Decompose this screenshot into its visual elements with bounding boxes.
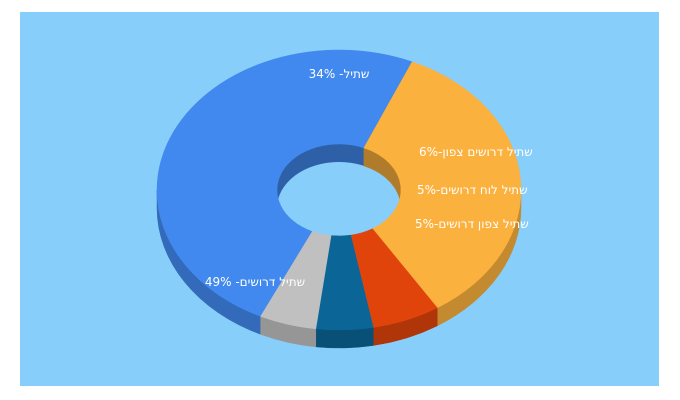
- slice-label-3: 5%-שתיל לוח דרושים: [417, 183, 528, 197]
- slice-4: [260, 231, 332, 330]
- slice-label-0: שתיל דרושים- 49%: [205, 275, 305, 289]
- slice-0: [156, 49, 413, 317]
- slice-1: [363, 61, 522, 309]
- slice-labels: שתיל דרושים- 49% שתיל- 34% 6%-שתיל דרושים …: [205, 67, 533, 289]
- chart-panel: שתיל דרושים- 49% שתיל- 34% 6%-שתיל דרושים …: [20, 12, 659, 386]
- slice-label-2: 6%-שתיל דרושים צפון: [419, 145, 533, 159]
- slice-side-3: [315, 327, 374, 349]
- donut-top: [156, 49, 522, 331]
- slice-label-1: שתיל- 34%: [309, 67, 370, 81]
- slice-label-4: 5%-שתיל צפון דרושים: [415, 217, 529, 231]
- donut-chart: שתיל דרושים- 49% שתיל- 34% 6%-שתיל דרושים …: [20, 12, 659, 386]
